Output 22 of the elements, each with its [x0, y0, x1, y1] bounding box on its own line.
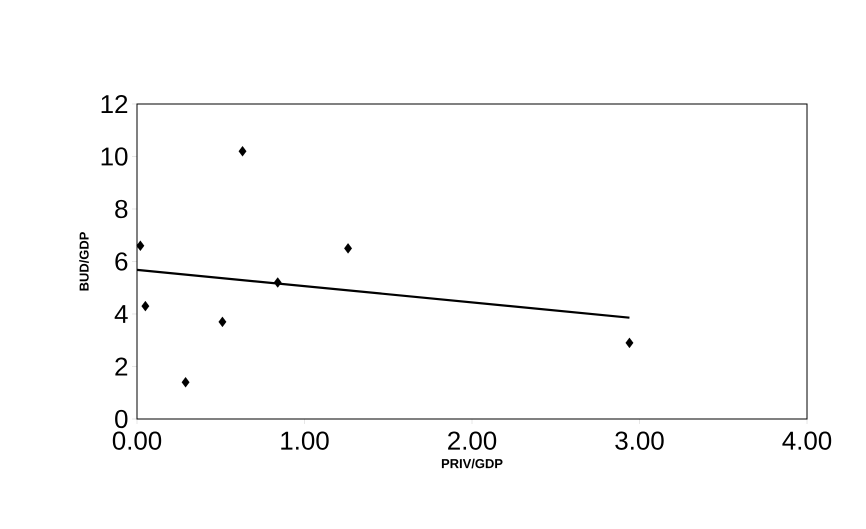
point [626, 338, 634, 348]
y-tick-label: 0 [115, 410, 128, 428]
point [274, 277, 282, 288]
y-axis-title: BUD/GDP [79, 232, 89, 290]
y-tick-label: 6 [115, 252, 128, 271]
y-tick-label: 2 [115, 357, 128, 376]
point [182, 377, 190, 388]
point [238, 146, 246, 156]
y-tick-label: 4 [114, 305, 128, 323]
x-tick-label: 4.00 [782, 432, 832, 450]
x-tick-label: 0.00 [112, 432, 162, 450]
point [136, 240, 144, 251]
x-axis-title: PRIV/GDP [442, 458, 503, 468]
y-tick-label: 12 [102, 94, 128, 114]
x-tick-label: 3.00 [615, 432, 664, 450]
point [218, 316, 226, 328]
x-tick-label: 2.00 [448, 432, 496, 450]
x-tick-label: 1.00 [281, 432, 329, 450]
y-tick-label: 10 [102, 147, 128, 166]
y-tick-label: 8 [115, 200, 128, 218]
point [344, 243, 352, 254]
point [141, 300, 150, 312]
